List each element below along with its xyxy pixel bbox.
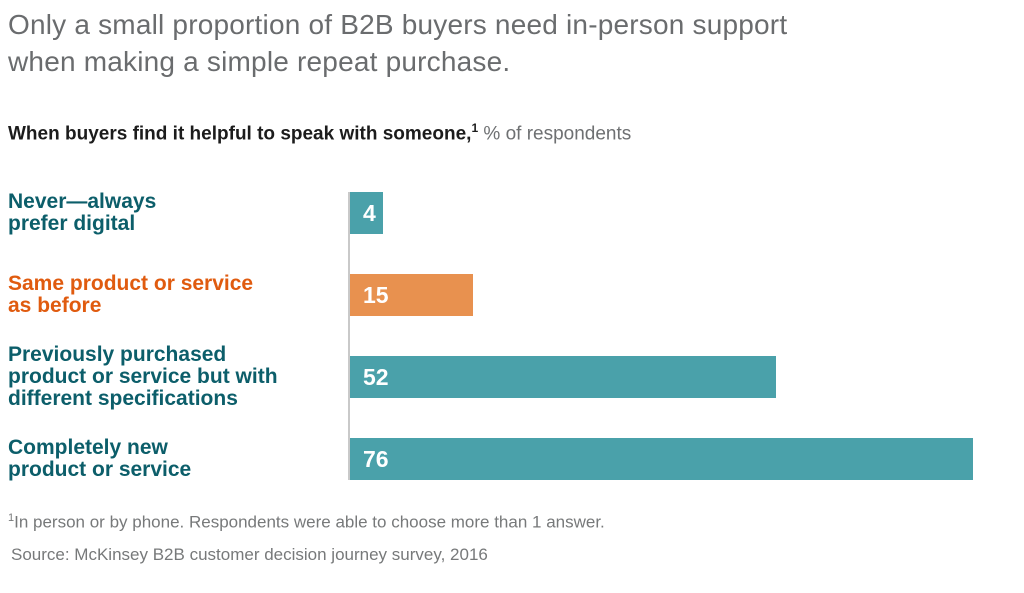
chart-row: Previously purchased product or service … bbox=[0, 336, 1024, 418]
bar-area: 15 bbox=[348, 274, 1024, 316]
bar-value-label: 52 bbox=[363, 363, 389, 390]
bar-chart: Never—always prefer digital 4 Same produ… bbox=[0, 172, 1024, 500]
bar-value-label: 76 bbox=[363, 445, 389, 472]
subtitle-bold-text: When buyers find it helpful to speak wit… bbox=[8, 123, 472, 145]
page-title: Only a small proportion of B2B buyers ne… bbox=[8, 9, 788, 77]
bar-area: 4 bbox=[348, 192, 1024, 234]
subtitle-unit-text: % of respondents bbox=[478, 123, 632, 145]
category-label: Same product or service as before bbox=[8, 272, 254, 317]
footnote-text: In person or by phone. Respondents were … bbox=[14, 512, 605, 532]
chart-row: Never—always prefer digital 4 bbox=[0, 172, 1024, 254]
bar: 4 bbox=[350, 192, 383, 234]
footnote: 1In person or by phone. Respondents were… bbox=[8, 512, 605, 533]
bar-value-label: 15 bbox=[363, 281, 389, 308]
category-label: Previously purchased product or service … bbox=[8, 343, 278, 410]
chart-row: Completely new product or service 76 bbox=[0, 418, 1024, 500]
bar-value-label: 4 bbox=[363, 199, 376, 226]
category-label: Never—always prefer digital bbox=[8, 190, 157, 235]
category-label: Completely new product or service bbox=[8, 436, 192, 481]
bar: 15 bbox=[350, 274, 473, 316]
footnote-marker: 1 bbox=[8, 512, 15, 524]
bar: 76 bbox=[350, 438, 973, 480]
chart-subtitle: When buyers find it helpful to speak wit… bbox=[8, 121, 631, 145]
axis-line bbox=[348, 192, 350, 480]
bar-area: 76 bbox=[348, 438, 1024, 480]
subtitle-footnote-marker: 1 bbox=[471, 121, 479, 135]
source-line: Source: McKinsey B2B customer decision j… bbox=[11, 545, 488, 564]
chart-row: Same product or service as before 15 bbox=[0, 254, 1024, 336]
bar: 52 bbox=[350, 356, 776, 398]
bar-area: 52 bbox=[348, 356, 1024, 398]
